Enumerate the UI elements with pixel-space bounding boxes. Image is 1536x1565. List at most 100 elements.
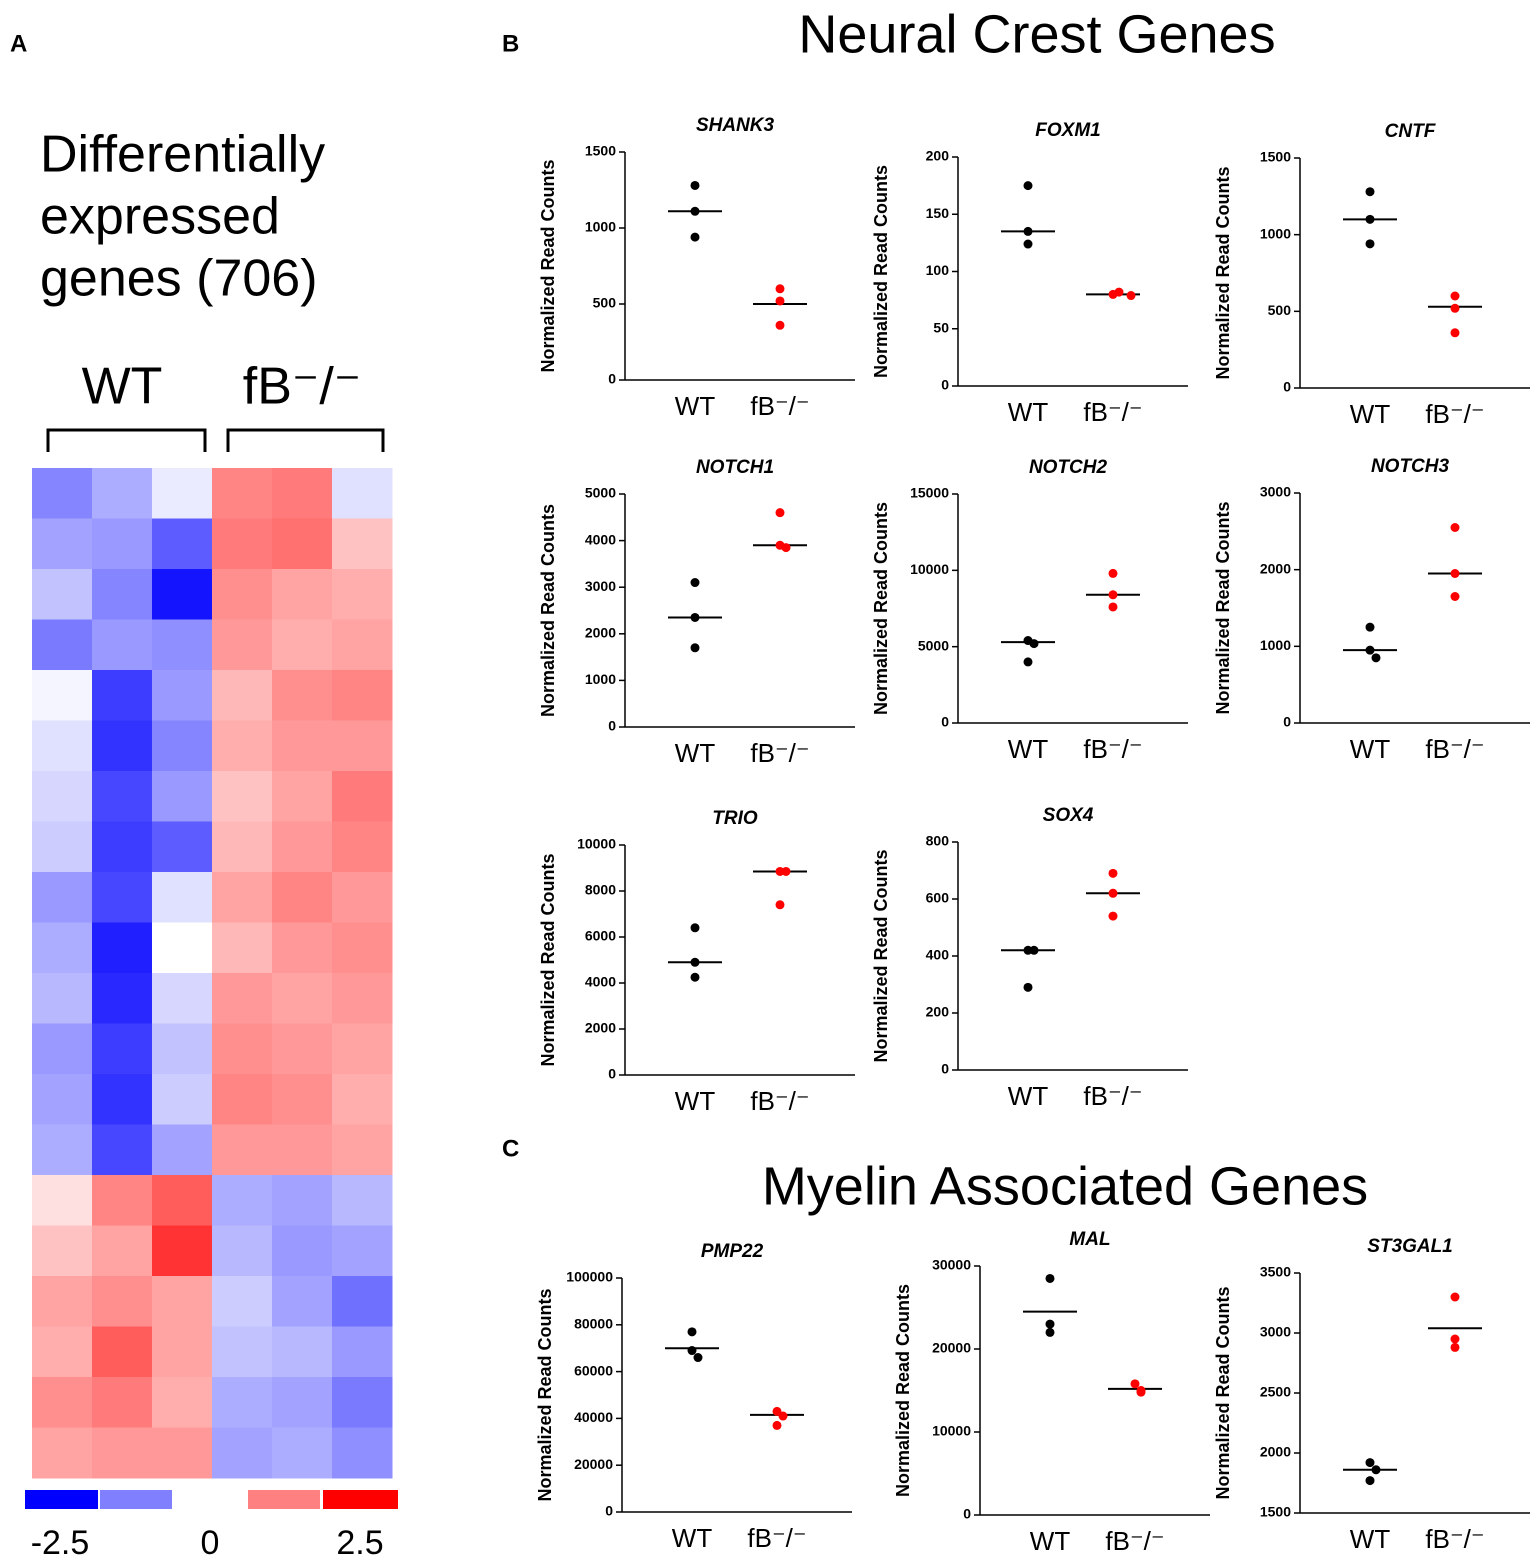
heatmap-cell xyxy=(332,1023,393,1075)
y-tick-label: 80000 xyxy=(574,1316,613,1332)
heatmap-cell xyxy=(272,670,333,721)
y-tick-label: 0 xyxy=(608,718,616,734)
data-point xyxy=(775,296,785,306)
heatmap-cell xyxy=(92,468,153,519)
data-point xyxy=(1108,888,1118,898)
heatmap-cell xyxy=(152,468,213,519)
y-tick-label: 2000 xyxy=(1260,560,1291,576)
heatmap-cell xyxy=(152,720,213,772)
y-tick-label: 200 xyxy=(926,1004,950,1020)
y-axis-label: Normalized Read Counts xyxy=(871,849,891,1062)
heatmap-cell xyxy=(92,872,153,923)
data-point xyxy=(1108,868,1118,878)
y-tick-label: 150 xyxy=(926,205,950,221)
data-point xyxy=(1450,523,1460,532)
data-point xyxy=(1108,568,1118,578)
x-tick-label: WT xyxy=(672,1523,713,1553)
data-point xyxy=(1450,328,1460,338)
x-tick-label: fB⁻/⁻ xyxy=(1425,1524,1484,1554)
heatmap-cell xyxy=(152,518,213,570)
data-point xyxy=(775,508,785,518)
chart-title: PMP22 xyxy=(701,1241,764,1262)
heatmap-cell xyxy=(272,872,333,923)
heatmap-title: Differentially xyxy=(40,126,325,184)
heatmap-cell xyxy=(152,1124,213,1176)
heatmap-cell xyxy=(332,468,393,519)
data-point xyxy=(775,284,785,294)
heatmap-cell xyxy=(272,1124,333,1176)
y-axis-label: Normalized Read Counts xyxy=(538,504,558,717)
heatmap-cell xyxy=(332,619,393,671)
y-tick-label: 200 xyxy=(926,148,950,164)
heatmap-cell xyxy=(92,771,153,822)
chart-title: NOTCH2 xyxy=(1029,457,1108,478)
y-tick-label: 1500 xyxy=(585,143,616,159)
data-point xyxy=(1450,569,1460,578)
data-point xyxy=(1023,982,1033,992)
heatmap-cell xyxy=(212,771,273,822)
heatmap-cell xyxy=(32,1276,93,1327)
y-axis-label: Normalized Read Counts xyxy=(1213,501,1233,714)
x-tick-label: WT xyxy=(1008,397,1049,427)
x-tick-label: WT xyxy=(1350,399,1391,429)
data-point xyxy=(1023,226,1033,236)
x-tick-label: WT xyxy=(1008,1081,1049,1111)
heatmap-cell xyxy=(272,518,333,570)
chart-title: FOXM1 xyxy=(1035,120,1100,141)
heatmap-cell xyxy=(332,1427,393,1479)
heatmap-cell xyxy=(212,973,273,1024)
heatmap-cell xyxy=(32,1023,93,1075)
y-tick-label: 0 xyxy=(941,714,949,730)
y-tick-label: 6000 xyxy=(585,928,616,944)
y-tick-label: 2000 xyxy=(1260,1444,1291,1460)
heatmap-cell xyxy=(212,569,273,620)
chart-title: SOX4 xyxy=(1043,805,1094,826)
heatmap-cell xyxy=(32,922,93,974)
heatmap-cell xyxy=(32,821,93,873)
heatmap-cell xyxy=(332,771,393,822)
heatmap-cell xyxy=(272,771,333,822)
data-point xyxy=(1371,653,1381,663)
group-label: WT xyxy=(82,358,163,416)
heatmap-cell xyxy=(92,1326,153,1378)
data-point xyxy=(1365,622,1375,632)
data-point xyxy=(775,900,785,910)
y-tick-label: 1000 xyxy=(585,671,616,687)
panel-label: B xyxy=(502,30,519,57)
data-point xyxy=(687,1327,697,1337)
heatmap-cell xyxy=(212,872,273,923)
heatmap-cell xyxy=(272,1326,333,1378)
chart-title: TRIO xyxy=(712,808,758,829)
heatmap-cell xyxy=(212,1427,273,1479)
data-point xyxy=(1108,911,1118,921)
heatmap-cell xyxy=(32,872,93,923)
data-point xyxy=(1029,639,1039,649)
chart-title: MAL xyxy=(1069,1229,1110,1250)
chart-title: ST3GAL1 xyxy=(1367,1236,1453,1257)
heatmap-cell xyxy=(332,1225,393,1277)
y-tick-label: 2000 xyxy=(585,1020,616,1036)
heatmap-cell xyxy=(212,1124,273,1176)
heatmap-cell xyxy=(212,922,273,974)
heatmap-cell xyxy=(212,1023,273,1075)
y-tick-label: 60000 xyxy=(574,1362,613,1378)
data-point xyxy=(1365,239,1375,249)
heatmap-cell xyxy=(32,569,93,620)
colorbar-segment xyxy=(248,1490,320,1509)
data-point xyxy=(1450,1334,1460,1344)
heatmap-cell xyxy=(332,670,393,721)
y-axis-label: Normalized Read Counts xyxy=(1213,1286,1233,1499)
heatmap-cell xyxy=(152,821,213,873)
data-point xyxy=(778,1411,788,1421)
heatmap-cell xyxy=(92,720,153,772)
data-point xyxy=(1450,291,1460,301)
x-tick-label: WT xyxy=(1350,1524,1391,1554)
heatmap-cell xyxy=(152,619,213,671)
heatmap-cell xyxy=(92,1276,153,1327)
heatmap-cell xyxy=(272,1225,333,1277)
heatmap-cell xyxy=(212,1225,273,1277)
heatmap-cell xyxy=(32,1074,93,1125)
group-label: fB⁻/⁻ xyxy=(243,358,361,416)
heatmap-cell xyxy=(212,1377,273,1428)
